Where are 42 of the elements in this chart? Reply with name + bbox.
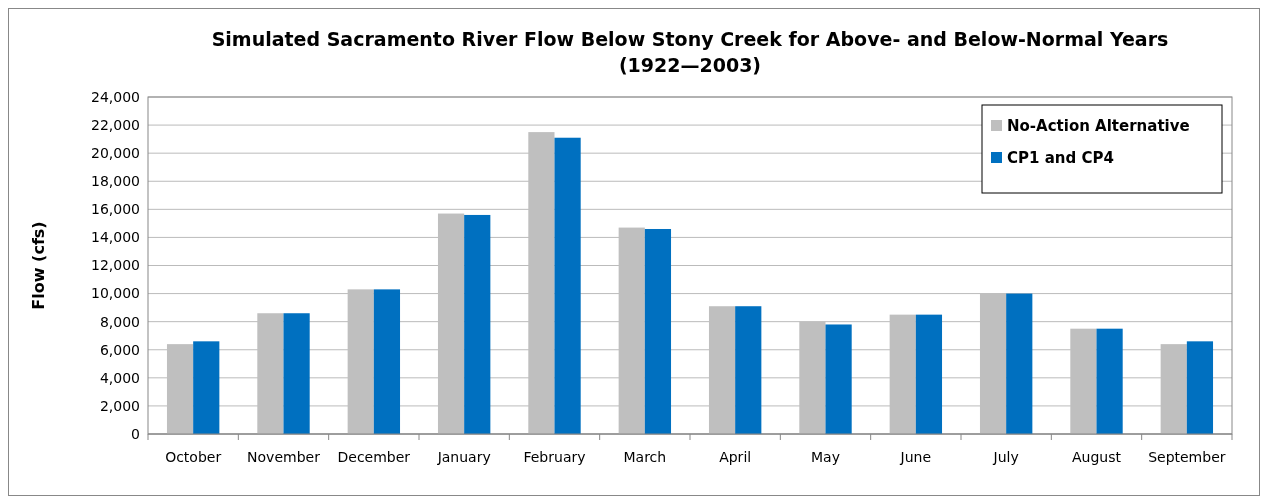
x-tick-label: October — [165, 449, 222, 465]
bar — [735, 306, 762, 434]
x-tick-label: June — [899, 449, 932, 465]
bar — [554, 137, 581, 434]
chart-title: Simulated Sacramento River Flow Below Stony Creek for Above- and Below-Normal Years — [211, 28, 1169, 50]
x-tick-label: March — [623, 449, 667, 465]
x-tick-label: May — [811, 449, 840, 465]
y-tick-label: 6,000 — [99, 341, 140, 358]
y-tick-label: 14,000 — [91, 229, 140, 246]
y-tick-label: 18,000 — [91, 173, 140, 190]
legend-label: No-Action Alternative — [1007, 117, 1190, 136]
bar — [915, 314, 943, 434]
y-tick-label: 22,000 — [91, 116, 140, 133]
y-tick-label: 12,000 — [91, 257, 140, 274]
bar — [283, 313, 310, 434]
x-tick-label: February — [523, 449, 586, 465]
y-tick-label: 16,000 — [91, 201, 140, 218]
bar — [1186, 341, 1214, 434]
x-tick-label: April — [719, 449, 752, 465]
x-tick-label: September — [1148, 449, 1226, 465]
x-tick-label: January — [436, 449, 491, 465]
chart-subtitle: (1922—2003) — [618, 54, 762, 76]
bar — [1006, 293, 1033, 434]
legend-label: CP1 and CP4 — [1007, 149, 1114, 168]
bar — [825, 324, 852, 434]
y-tick-label: 8,000 — [99, 313, 140, 330]
y-tick-label: 0 — [131, 425, 140, 442]
bar — [644, 228, 672, 434]
bar — [1096, 328, 1123, 434]
y-tick-label: 10,000 — [91, 285, 140, 302]
x-tick-label: July — [992, 449, 1019, 465]
y-tick-label: 4,000 — [99, 369, 140, 386]
x-tick-label: November — [247, 449, 321, 465]
x-tick-label: December — [337, 449, 411, 465]
bar — [373, 289, 401, 434]
y-tick-label: 2,000 — [99, 397, 140, 414]
y-tick-label: 20,000 — [91, 145, 140, 162]
bar — [464, 214, 491, 434]
y-axis-title: Flow (cfs) — [29, 221, 48, 310]
x-tick-label: August — [1072, 449, 1122, 465]
y-tick-label: 24,000 — [91, 88, 140, 105]
bar — [193, 341, 220, 434]
